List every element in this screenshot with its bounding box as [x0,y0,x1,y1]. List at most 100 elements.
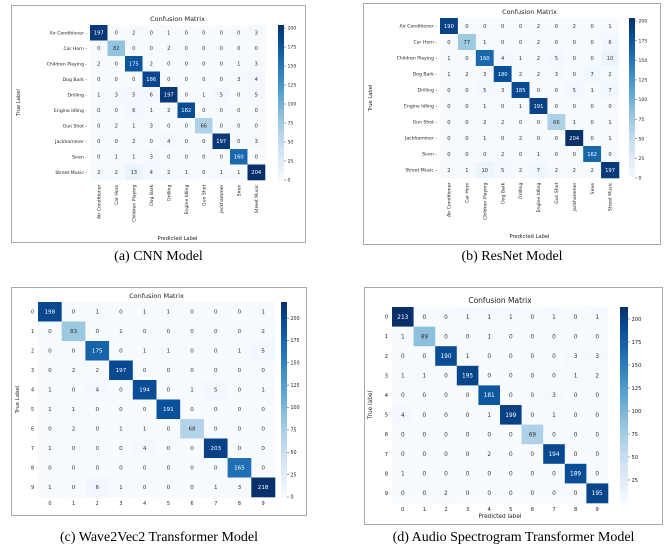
heatmap-cell [392,307,414,327]
cell-value-label: 0 [202,62,205,68]
cell-value-label: 0 [214,466,218,472]
cell-value-label: 0 [119,466,123,472]
heatmap-cell [586,424,609,445]
cell-value-label: 194 [139,388,150,394]
cell-value-label: 89 [421,334,429,340]
cell-value-label: 1 [401,374,405,380]
cell-value-label: 180 [498,72,508,78]
heatmap-cell [435,444,458,465]
heatmap-cell [109,302,134,322]
heatmap-cell [107,40,126,57]
cell-value-label: 0 [487,472,491,478]
colorbar-tick-label: 125 [639,78,648,84]
heatmap-cell [565,162,584,179]
heatmap-cell [227,380,252,400]
cell-value-label: 1 [590,88,593,94]
cell-value-label: 3 [255,31,258,37]
cell-value-label: 2 [590,168,593,174]
y-tick-label: 3 [31,368,34,374]
heatmap-cell [456,326,479,347]
heatmap-cell [475,114,494,131]
x-tick-label: 3 [466,507,469,513]
colorbar-tick-label: 150 [632,363,642,369]
heatmap-cell [475,18,494,35]
heatmap-cell [132,321,157,342]
cell-value-label: 0 [423,354,427,360]
heatmap-cell [142,25,161,41]
cell-value-label: 0 [531,374,535,380]
heatmap-cell [475,162,494,179]
cell-value-label: 160 [234,155,244,161]
cell-value-label: 0 [487,374,491,380]
cell-value-label: 195 [592,491,603,497]
cell-value-label: 0 [447,88,450,94]
colorbar-tick-label: 75 [291,428,297,434]
x-tick-label: 7 [552,507,555,513]
heatmap-cell [247,40,266,57]
heatmap-cell [212,40,231,57]
heatmap-cell [413,463,436,484]
cell-value-label: 0 [401,393,405,399]
y-tick-label: 8 [385,471,388,477]
y-tick-label: Drilling - [68,92,88,98]
y-tick-label: Car Horn - [414,40,438,46]
colorbar-tick-label: 175 [639,38,648,44]
x-tick-label: 4 [143,501,146,507]
x-tick-label: 1 [423,507,426,513]
y-tick-label: Jackhammer - [404,136,437,142]
heatmap-cell [247,164,266,181]
heatmap-cell [212,102,231,119]
cell-value-label: 1 [595,315,599,321]
heatmap-cell [212,118,231,134]
heatmap-cell [90,25,108,41]
heatmap-cell [177,102,196,119]
cell-value-label: 0 [167,427,171,433]
cell-value-label: 0 [423,413,427,419]
cell-value-label: 0 [574,491,578,497]
heatmap-cell [90,56,108,72]
colorbar-tick-label: 150 [291,361,300,367]
chart-title: Confusion Matrix [468,296,532,305]
heatmap-cell [601,162,620,179]
heatmap-cell [586,346,609,367]
cell-value-label: 197 [605,168,615,174]
cell-value-label: 1 [608,24,611,30]
cell-value-label: 0 [552,334,556,340]
cell-value-label: 0 [466,452,470,458]
heatmap-cell [457,66,477,83]
cell-value-label: 0 [185,62,188,68]
cell-value-label: 0 [509,354,513,360]
cell-value-label: 0 [465,104,468,110]
cell-value-label: 0 [202,31,205,37]
cell-value-label: 0 [143,466,147,472]
heatmap-cell [156,380,181,400]
heatmap-cell [160,40,178,57]
y-tick-label: Engine Idling - [404,104,437,110]
heatmap-cell [156,419,181,439]
heatmap-cell [61,360,86,381]
y-tick-label: 9 [385,491,388,497]
y-tick-label: 7 [385,452,388,458]
heatmap-cell [142,149,161,165]
cell-value-label: 0 [190,329,194,335]
cell-value-label: 2 [519,168,522,174]
colorbar-tick-label: 175 [291,338,300,344]
colorbar-tick-label: 150 [639,58,648,64]
heatmap-cell [109,477,134,498]
heatmap-cell [180,360,205,381]
cell-value-label: 0 [97,155,100,161]
x-tick-label: 5 [167,501,170,507]
heatmap-cell [564,326,587,347]
cell-value-label: 0 [595,393,599,399]
heatmap-cell [38,380,62,400]
cell-value-label: 1 [487,315,491,321]
heatmap-cell [457,50,477,67]
heatmap-cell [500,365,522,386]
y-tick-label: Dog Bark - [413,72,438,78]
cell-value-label: 0 [423,315,427,321]
cell-value-label: 0 [132,77,135,83]
heatmap-cell [227,321,252,342]
heatmap-cell [132,399,157,420]
heatmap-cell [564,405,587,425]
heatmap-cell [142,102,161,119]
